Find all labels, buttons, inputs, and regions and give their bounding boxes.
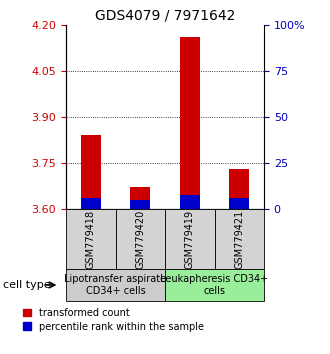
Bar — [130, 200, 150, 209]
Legend: transformed count, percentile rank within the sample: transformed count, percentile rank withi… — [21, 306, 206, 333]
Text: Lipotransfer aspirate
CD34+ cells: Lipotransfer aspirate CD34+ cells — [64, 274, 167, 296]
Text: cell type: cell type — [3, 280, 51, 290]
Bar — [180, 195, 200, 209]
Bar — [165, 209, 214, 269]
Bar — [229, 169, 249, 209]
Text: GSM779418: GSM779418 — [86, 209, 96, 269]
Bar — [66, 209, 115, 269]
Bar — [214, 209, 264, 269]
Text: Leukapheresis CD34+
cells: Leukapheresis CD34+ cells — [160, 274, 269, 296]
Text: GSM779419: GSM779419 — [185, 209, 195, 269]
Bar — [229, 198, 249, 209]
Title: GDS4079 / 7971642: GDS4079 / 7971642 — [95, 8, 235, 22]
Bar — [66, 269, 165, 301]
Text: GSM779421: GSM779421 — [234, 209, 244, 269]
Bar — [115, 209, 165, 269]
Bar — [165, 269, 264, 301]
Bar — [180, 37, 200, 209]
Bar — [81, 135, 101, 209]
Bar — [81, 198, 101, 209]
Text: GSM779420: GSM779420 — [135, 209, 145, 269]
Bar — [130, 187, 150, 209]
